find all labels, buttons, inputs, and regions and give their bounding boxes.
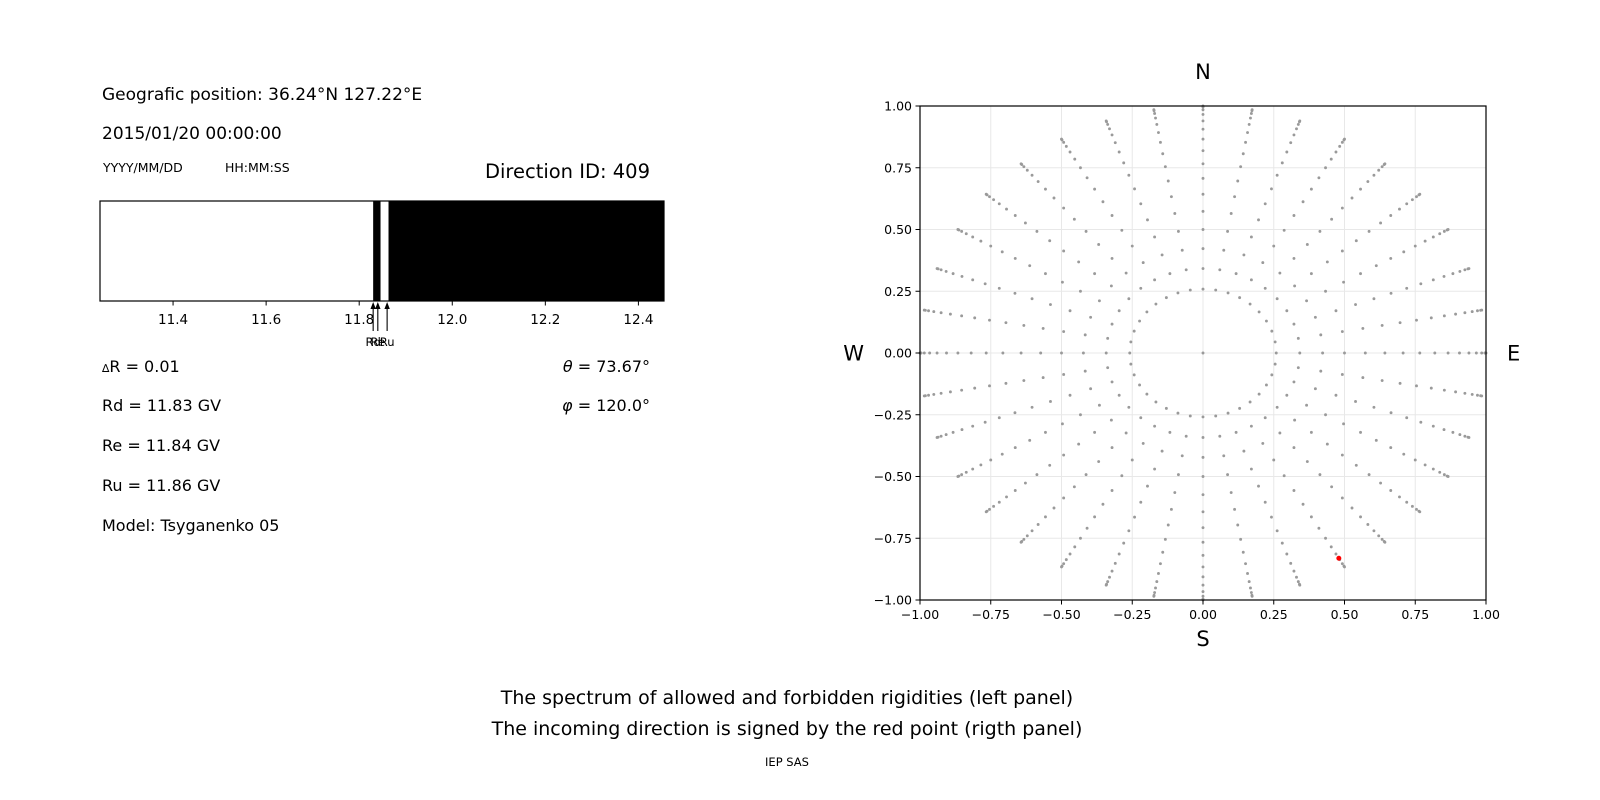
rd-line: Rd = 11.83 GV: [102, 396, 222, 415]
ru-line: Ru = 11.86 GV: [102, 476, 221, 495]
delta-symbol: ∆: [102, 362, 110, 375]
tick-label: 0.50: [884, 222, 912, 237]
theta-symbol: θ: [562, 357, 573, 376]
time-format-label: HH:MM:SS: [225, 160, 290, 175]
center-dot: [1201, 351, 1205, 355]
compass-labels: N S W E: [843, 60, 1520, 651]
tick-label: −1.00: [874, 593, 912, 608]
compass-east-label: E: [1507, 342, 1520, 366]
direction-dots-layer: [918, 104, 1488, 602]
tick-label: 0.25: [1260, 607, 1288, 622]
geo-position-label: Geografic position: 36.24°N 127.22°E: [102, 85, 423, 105]
tick-label: −0.50: [1042, 607, 1080, 622]
tick-label: 12.4: [623, 312, 653, 328]
tick-label: 11.8: [344, 312, 374, 328]
spectrum-border: [99, 200, 665, 302]
tick-label: 0.00: [1189, 607, 1217, 622]
tick-label: 11.4: [158, 312, 188, 328]
tick-label: 0.25: [884, 284, 912, 299]
spectrum-x-ticks: 11.4 11.6 11.8 12.0 12.2 12.4: [158, 301, 653, 328]
phi-value: = 120.0°: [572, 396, 650, 415]
theta-line: θ = 73.67°: [450, 357, 650, 377]
model-line: Model: Tsyganenko 05: [102, 516, 280, 535]
tick-label: −0.50: [874, 469, 912, 484]
tick-label: −0.75: [972, 607, 1010, 622]
spectrum-segment-forbidden: [100, 201, 374, 301]
caption-line-2: The incoming direction is signed by the …: [491, 718, 1083, 740]
tick-label: −1.00: [901, 607, 939, 622]
spectrum-segment-allowed: [373, 201, 381, 301]
date-format-label: YYYY/MM/DD: [103, 160, 183, 175]
phi-line: φ = 120.0°: [450, 396, 650, 416]
cutoff-label-Ru: Ru: [380, 335, 395, 349]
spectrum-segment-allowed: [388, 201, 664, 301]
tick-label: 1.00: [1472, 607, 1500, 622]
incoming-direction-point: [1336, 555, 1342, 561]
tick-label: 11.6: [251, 312, 281, 328]
delta-r-line: ∆R = 0.01: [102, 357, 180, 379]
cutoff-label-Rd: Rd: [366, 335, 381, 349]
theta-value: = 73.67°: [572, 357, 650, 376]
delta-r-value: R = 0.01: [109, 357, 180, 376]
tick-label: 1.00: [884, 99, 912, 114]
x-ticks: −1.00 −0.75 −0.50 −0.25 0.00 0.25 0.50 0.75 1.00: [901, 600, 1500, 622]
tick-label: 12.0: [437, 312, 467, 328]
caption-line-1: The spectrum of allowed and forbidden ri…: [500, 687, 1074, 709]
tick-label: 0.75: [884, 160, 912, 175]
tick-label: −0.25: [874, 407, 912, 422]
direction-grid-chart: −1.00 −0.75 −0.50 −0.25 0.00 0.25 0.50 0.75 1.00…: [843, 60, 1520, 651]
direction-id-label: Direction ID: 409: [484, 160, 650, 183]
spectrum-segments: [100, 201, 664, 301]
cutoff-arrow-head: [370, 302, 376, 309]
compass-west-label: W: [843, 342, 864, 366]
phi-symbol: φ: [562, 396, 573, 415]
cutoff-arrow-head: [384, 302, 390, 309]
spectrum-segment-forbidden: [380, 201, 389, 301]
y-ticks: −1.00 −0.75 −0.50 −0.25 0.00 0.25 0.50 0.75 1.00: [874, 99, 920, 608]
compass-north-label: N: [1195, 60, 1211, 84]
tick-label: 0.75: [1401, 607, 1429, 622]
compass-south-label: S: [1196, 627, 1209, 651]
caption-credit: IEP SAS: [765, 755, 809, 769]
datetime-label: 2015/01/20 00:00:00: [102, 124, 282, 144]
cutoff-label-Re: Re: [371, 335, 386, 349]
cutoff-arrow-head: [375, 302, 381, 309]
re-line: Re = 11.84 GV: [102, 436, 221, 455]
tick-label: −0.75: [874, 531, 912, 546]
tick-label: −0.25: [1113, 607, 1151, 622]
tick-label: 0.00: [884, 346, 912, 361]
tick-label: 0.50: [1331, 607, 1359, 622]
tick-label: 12.2: [530, 312, 560, 328]
